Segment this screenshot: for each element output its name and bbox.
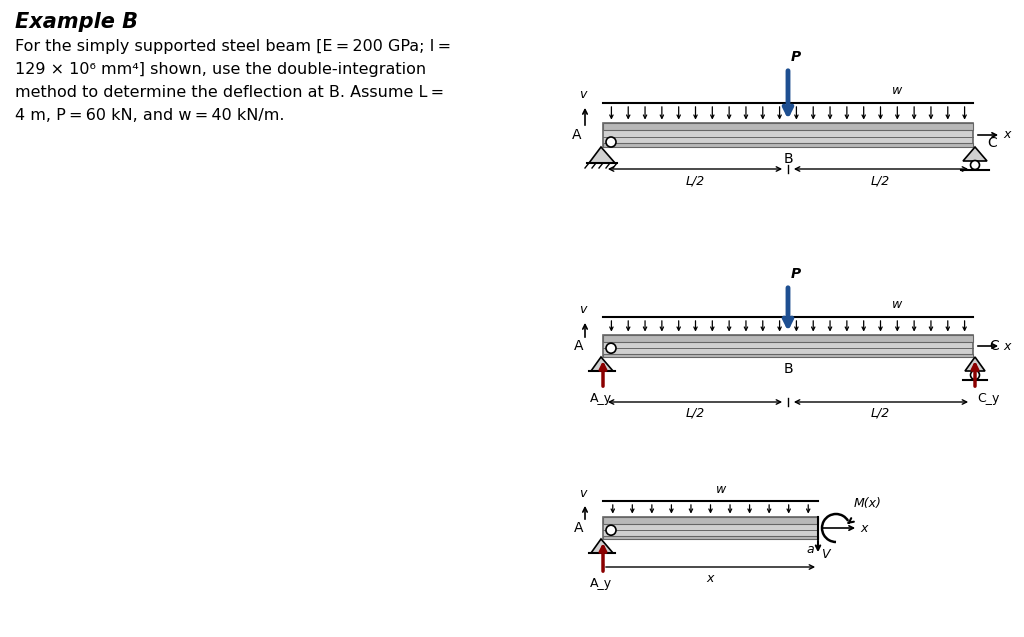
Text: V: V [821,548,829,561]
Text: P: P [791,50,801,64]
Text: w: w [892,298,902,311]
Text: A: A [573,339,583,353]
Bar [603,123,973,147]
Text: L/2: L/2 [686,407,706,420]
Text: 129 × 10⁶ mm⁴] shown, use the double-integration: 129 × 10⁶ mm⁴] shown, use the double-int… [15,62,426,77]
Text: x: x [1002,129,1011,141]
Text: x: x [707,572,714,585]
Text: x: x [860,522,867,534]
Bar [603,335,973,341]
Bar [603,517,818,524]
Text: B: B [783,152,793,166]
Polygon shape [591,539,613,553]
Text: A: A [571,128,581,142]
Text: w: w [716,483,726,496]
Text: M(x): M(x) [854,497,882,510]
Text: A_y: A_y [590,577,612,590]
Bar [603,123,973,130]
Text: L/2: L/2 [686,174,706,187]
Text: method to determine the deflection at B. Assume L =: method to determine the deflection at B.… [15,85,444,100]
Text: v: v [580,303,587,316]
Polygon shape [965,357,985,371]
Text: v: v [580,88,587,101]
Circle shape [606,525,616,535]
Text: Example B: Example B [15,12,138,32]
Text: B: B [783,362,793,376]
Text: C: C [987,136,996,150]
Polygon shape [963,147,987,161]
Bar [603,517,818,539]
Circle shape [606,137,616,147]
Circle shape [971,161,980,169]
Bar [603,536,818,539]
Text: L/2: L/2 [870,407,890,420]
Text: A: A [573,521,583,535]
Circle shape [606,343,616,353]
Text: A_y: A_y [590,392,612,405]
Text: w: w [892,84,902,97]
Text: v: v [580,487,587,500]
Polygon shape [591,357,613,371]
Bar [603,354,973,357]
Text: 4 m, P = 60 kN, and w = 40 kN/m.: 4 m, P = 60 kN, and w = 40 kN/m. [15,108,285,123]
Text: a: a [806,543,814,556]
Text: For the simply supported steel beam [E = 200 GPa; I =: For the simply supported steel beam [E =… [15,39,452,54]
Text: x: x [1002,340,1011,352]
Bar [603,143,973,147]
Circle shape [971,371,980,380]
Polygon shape [589,147,615,163]
Text: L/2: L/2 [870,174,890,187]
Text: C: C [989,339,998,353]
Text: C_y: C_y [977,392,999,405]
Text: P: P [791,267,801,281]
Bar [603,335,973,357]
